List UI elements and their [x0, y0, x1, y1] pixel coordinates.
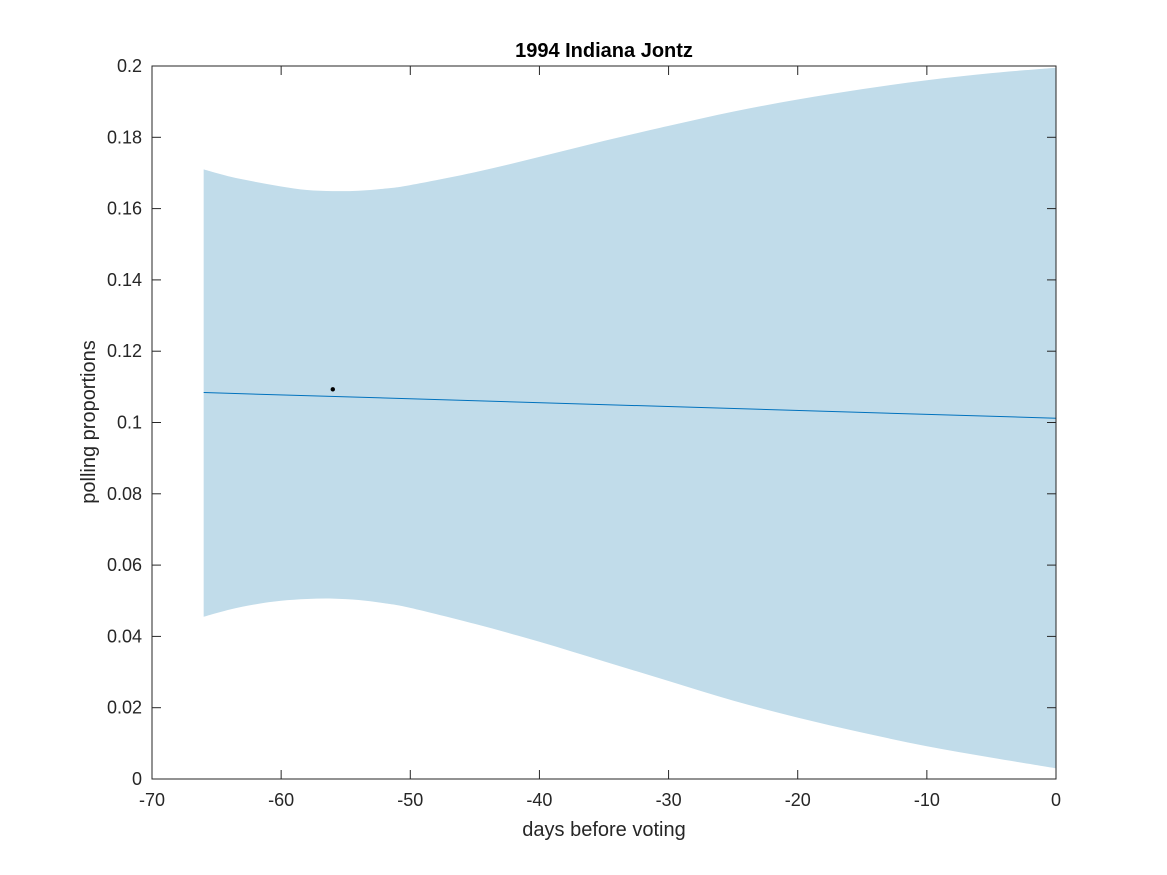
- poll-data-point: [330, 387, 335, 392]
- y-tick-label: 0.02: [107, 698, 142, 718]
- x-tick-label: -20: [785, 790, 811, 810]
- x-tick-label: -50: [397, 790, 423, 810]
- y-tick-label: 0.06: [107, 555, 142, 575]
- data-point-layer: [330, 387, 335, 392]
- trend-line: [203, 392, 1057, 419]
- x-tick-label: -30: [656, 790, 682, 810]
- x-tick-label: 0: [1051, 790, 1061, 810]
- y-tick-label: 0.04: [107, 626, 142, 646]
- x-tick-label: -60: [268, 790, 294, 810]
- chart-title: 1994 Indiana Jontz: [515, 40, 693, 62]
- x-axis-label: days before voting: [522, 819, 685, 841]
- y-tick-label: 0.08: [107, 484, 142, 504]
- y-tick-label: 0: [132, 769, 142, 789]
- series-line-layer: [203, 392, 1057, 419]
- x-tick-label: -70: [139, 790, 165, 810]
- y-axis-label: polling proportions: [78, 340, 100, 503]
- y-tick-label: 0.2: [117, 56, 142, 76]
- confidence-band: [203, 67, 1056, 769]
- y-tick-label: 0.16: [107, 199, 142, 219]
- y-axis-ticks: 0 0.02 0.04 0.06 0.08 0.1 0.12 0.14 0.16 0.18 0.2: [107, 56, 1056, 789]
- confidence-band-layer: [203, 67, 1056, 769]
- x-tick-label: -10: [914, 790, 940, 810]
- x-tick-label: -40: [526, 790, 552, 810]
- y-tick-label: 0.1: [117, 413, 142, 433]
- x-axis-ticks: -70 -60 -50 -40 -30 -20 -10 0: [139, 66, 1061, 810]
- y-tick-label: 0.14: [107, 270, 142, 290]
- y-tick-label: 0.12: [107, 341, 142, 361]
- y-tick-label: 0.18: [107, 127, 142, 147]
